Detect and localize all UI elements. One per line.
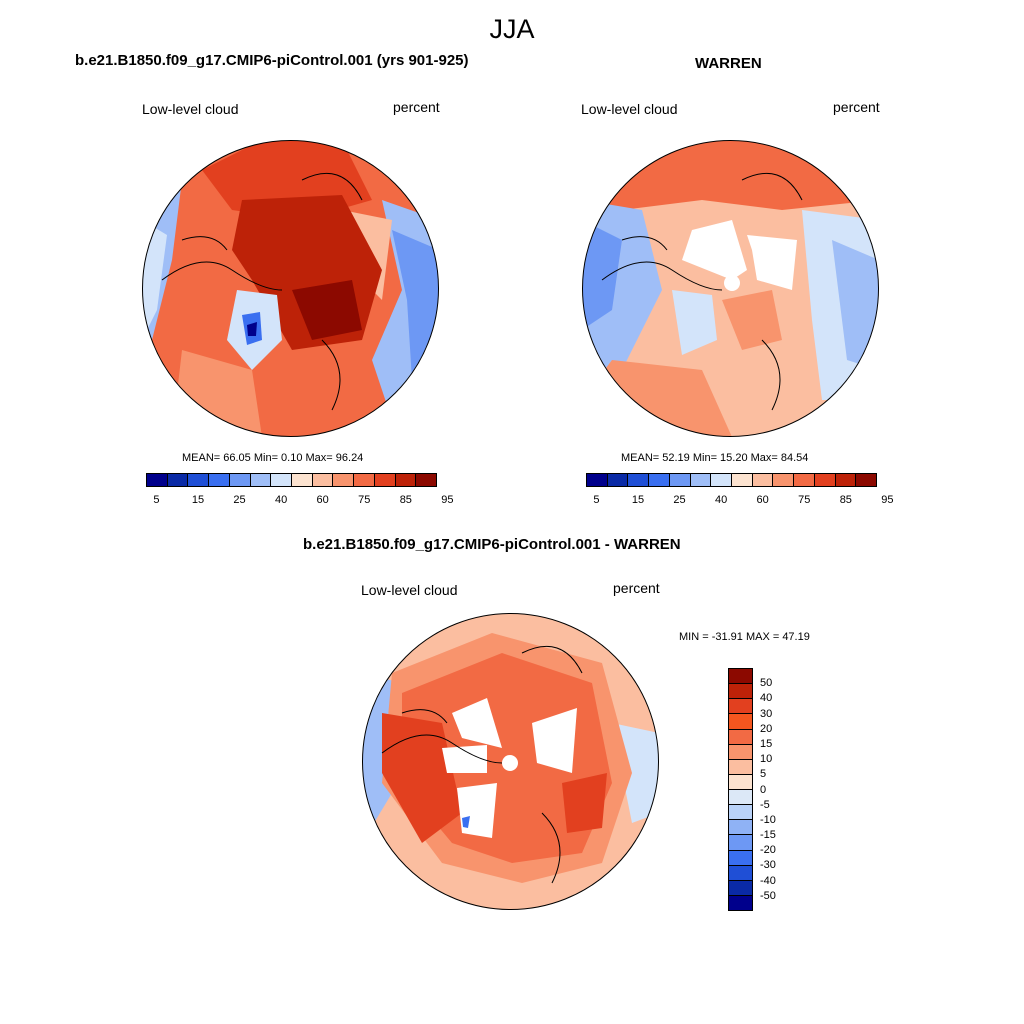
colorbar-swatch [729, 865, 752, 881]
colorbar-swatch [729, 699, 752, 715]
colorbar-tick-label: -20 [760, 844, 776, 857]
colorbar-swatch [729, 880, 752, 896]
colorbar-swatch [416, 474, 437, 486]
colorbar-swatch [773, 474, 795, 486]
colorbar-tick-label: 75 [358, 494, 371, 506]
colorbar-tick-label: 15 [760, 737, 773, 750]
colorbar-swatch [729, 774, 752, 790]
colorbar-swatch [229, 474, 251, 486]
colorbar-swatch [209, 474, 230, 486]
colorbar-tick-label: 75 [798, 494, 811, 506]
colorbar-swatch [752, 474, 774, 486]
colorbar-tick-label: 5 [153, 494, 160, 506]
colorbar-swatch [395, 474, 417, 486]
colorbar-tick-label: -50 [760, 889, 776, 902]
colorbar-swatch [729, 759, 752, 775]
colorbar-tick-label: 40 [714, 494, 728, 506]
colorbar-tick-label: -15 [760, 829, 776, 842]
left-variable-label: Low-level cloud [142, 101, 239, 117]
right-polar-map [582, 140, 879, 437]
colorbar-swatch [814, 474, 836, 486]
colorbar-tick-label: 0 [760, 783, 767, 796]
colorbar-swatch [729, 669, 752, 685]
colorbar-tick-label: -10 [760, 813, 776, 826]
diff-stats: MIN = -31.91 MAX = 47.19 [679, 631, 810, 643]
right-colorbar-ticks: 5 15 25 40 60 75 85 95 [586, 494, 893, 508]
colorbar-swatch [729, 744, 752, 760]
colorbar-swatch [690, 474, 712, 486]
colorbar-swatch [649, 474, 670, 486]
colorbar-swatch [856, 474, 877, 486]
colorbar-swatch [729, 835, 752, 851]
colorbar-swatch [711, 474, 733, 486]
right-units-label: percent [833, 99, 880, 115]
colorbar-swatch [188, 474, 210, 486]
colorbar-tick-label: 15 [191, 494, 205, 506]
colorbar-tick-label: -40 [760, 874, 776, 887]
colorbar-swatch [312, 474, 334, 486]
colorbar-tick-label: 5 [593, 494, 600, 506]
right-stats: MEAN= 52.19 Min= 15.20 Max= 84.54 [621, 452, 809, 464]
colorbar-swatch [374, 474, 396, 486]
colorbar-tick-label: 60 [316, 494, 329, 506]
colorbar-tick-label: 95 [881, 494, 894, 506]
colorbar-swatch [333, 474, 355, 486]
colorbar-swatch [732, 474, 753, 486]
diff-polar-map [362, 613, 659, 910]
colorbar-tick-label: 60 [756, 494, 769, 506]
right-panel-title: WARREN [695, 55, 762, 72]
figure-title: JJA [489, 14, 535, 44]
colorbar-tick-label: 30 [760, 707, 773, 720]
left-units-label: percent [393, 99, 440, 115]
colorbar-swatch [628, 474, 650, 486]
colorbar-swatch [669, 474, 691, 486]
colorbar-tick-label: 40 [274, 494, 288, 506]
diff-colorbar [728, 668, 753, 911]
colorbar-swatch [729, 850, 752, 866]
colorbar-swatch [250, 474, 272, 486]
colorbar-tick-label: 15 [631, 494, 645, 506]
colorbar-tick-label: 5 [760, 768, 767, 781]
diff-colorbar-ticks: 50 40 30 20 15 10 5 0 -5 -10 -15 -20 -30 -40 -50 [760, 668, 800, 911]
colorbar-swatch [729, 729, 752, 745]
colorbar-tick-label: 25 [673, 494, 686, 506]
colorbar-swatch [729, 790, 752, 806]
colorbar-tick-label: 85 [399, 494, 412, 506]
right-colorbar [586, 473, 877, 487]
colorbar-tick-label: 40 [760, 692, 773, 705]
colorbar-swatch [271, 474, 293, 486]
colorbar-tick-label: -30 [760, 859, 776, 872]
colorbar-tick-label: 10 [760, 753, 773, 766]
left-polar-map [142, 140, 439, 437]
colorbar-swatch [729, 895, 752, 910]
colorbar-swatch [835, 474, 857, 486]
colorbar-swatch [292, 474, 313, 486]
right-variable-label: Low-level cloud [581, 101, 678, 117]
colorbar-tick-label: 25 [233, 494, 246, 506]
left-stats: MEAN= 66.05 Min= 0.10 Max= 96.24 [182, 452, 364, 464]
colorbar-swatch [794, 474, 815, 486]
diff-units-label: percent [613, 580, 660, 596]
left-panel-title: b.e21.B1850.f09_g17.CMIP6-piControl.001 … [75, 52, 469, 69]
diff-variable-label: Low-level cloud [361, 582, 458, 598]
diff-panel-title: b.e21.B1850.f09_g17.CMIP6-piControl.001 … [303, 536, 681, 553]
colorbar-tick-label: 95 [441, 494, 454, 506]
colorbar-swatch [729, 684, 752, 700]
colorbar-swatch [729, 714, 752, 730]
colorbar-swatch [607, 474, 629, 486]
colorbar-tick-label: 85 [839, 494, 852, 506]
colorbar-swatch [147, 474, 168, 486]
left-colorbar [146, 473, 437, 487]
colorbar-swatch [354, 474, 375, 486]
left-colorbar-ticks: 5 15 25 40 60 75 85 95 [146, 494, 453, 508]
colorbar-tick-label: 50 [760, 677, 773, 690]
colorbar-swatch [729, 805, 752, 821]
colorbar-tick-label: 20 [760, 722, 773, 735]
colorbar-swatch [587, 474, 608, 486]
colorbar-tick-label: -5 [760, 798, 770, 811]
colorbar-swatch [729, 820, 752, 836]
colorbar-swatch [167, 474, 189, 486]
